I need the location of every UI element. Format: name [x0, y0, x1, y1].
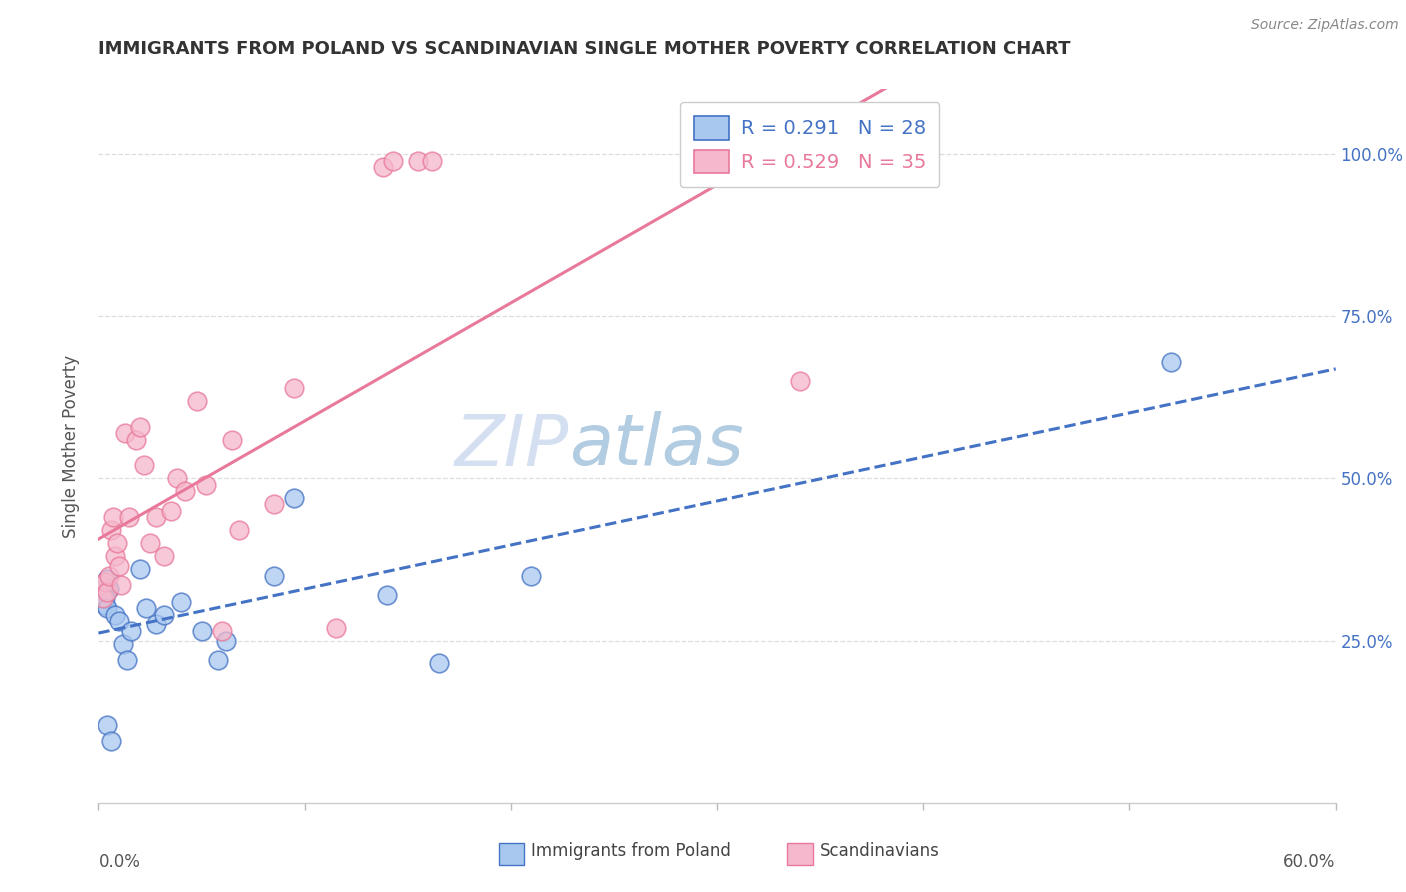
- Point: [112, 637, 135, 651]
- Point: [101, 510, 124, 524]
- Point: [96, 601, 118, 615]
- Point: [283, 381, 305, 395]
- Point: [114, 425, 136, 440]
- Point: [382, 153, 405, 168]
- Point: [145, 617, 167, 632]
- Point: [174, 484, 197, 499]
- Point: [118, 510, 141, 524]
- Text: Immigrants from Poland: Immigrants from Poland: [531, 842, 731, 861]
- Point: [1160, 354, 1182, 368]
- Point: [139, 536, 162, 550]
- Point: [96, 718, 118, 732]
- Point: [110, 578, 132, 592]
- Point: [132, 458, 155, 473]
- Point: [190, 624, 212, 638]
- Point: [422, 153, 444, 168]
- Text: atlas: atlas: [568, 411, 744, 481]
- Point: [89, 578, 111, 592]
- Point: [221, 433, 243, 447]
- Point: [128, 562, 150, 576]
- Point: [93, 591, 115, 606]
- Point: [166, 471, 188, 485]
- Point: [108, 559, 131, 574]
- Point: [100, 524, 122, 538]
- Point: [96, 585, 118, 599]
- Point: [117, 653, 139, 667]
- Point: [427, 657, 450, 671]
- Point: [128, 419, 150, 434]
- Legend: R = 0.291   N = 28, R = 0.529   N = 35: R = 0.291 N = 28, R = 0.529 N = 35: [681, 103, 939, 187]
- Point: [91, 591, 114, 606]
- Point: [100, 734, 122, 748]
- Point: [207, 653, 229, 667]
- Point: [263, 568, 285, 582]
- Point: [108, 614, 131, 628]
- Point: [406, 153, 429, 168]
- Y-axis label: Single Mother Poverty: Single Mother Poverty: [62, 354, 80, 538]
- Point: [104, 607, 127, 622]
- Point: [283, 491, 305, 505]
- Point: [93, 598, 115, 612]
- Text: 60.0%: 60.0%: [1284, 853, 1336, 871]
- Point: [194, 478, 217, 492]
- Point: [159, 504, 181, 518]
- Point: [263, 497, 285, 511]
- Point: [91, 585, 114, 599]
- Point: [325, 621, 347, 635]
- Point: [104, 549, 127, 564]
- Text: Scandinavians: Scandinavians: [820, 842, 939, 861]
- Point: [215, 633, 238, 648]
- Point: [93, 575, 115, 590]
- Text: 0.0%: 0.0%: [98, 853, 141, 871]
- Point: [375, 588, 398, 602]
- Point: [789, 374, 811, 388]
- Point: [97, 582, 120, 596]
- Point: [153, 607, 176, 622]
- Point: [211, 624, 233, 638]
- Text: ZIP: ZIP: [454, 411, 568, 481]
- Point: [153, 549, 176, 564]
- Point: [120, 624, 142, 638]
- Text: IMMIGRANTS FROM POLAND VS SCANDINAVIAN SINGLE MOTHER POVERTY CORRELATION CHART: IMMIGRANTS FROM POLAND VS SCANDINAVIAN S…: [98, 40, 1071, 58]
- Point: [135, 601, 157, 615]
- Point: [145, 510, 167, 524]
- Point: [96, 572, 118, 586]
- Point: [186, 393, 208, 408]
- Point: [371, 160, 394, 174]
- Text: Source: ZipAtlas.com: Source: ZipAtlas.com: [1251, 18, 1399, 32]
- Point: [89, 578, 111, 592]
- Point: [520, 568, 543, 582]
- Point: [124, 433, 146, 447]
- Point: [170, 595, 193, 609]
- Point: [97, 568, 120, 582]
- Point: [228, 524, 250, 538]
- Point: [105, 536, 128, 550]
